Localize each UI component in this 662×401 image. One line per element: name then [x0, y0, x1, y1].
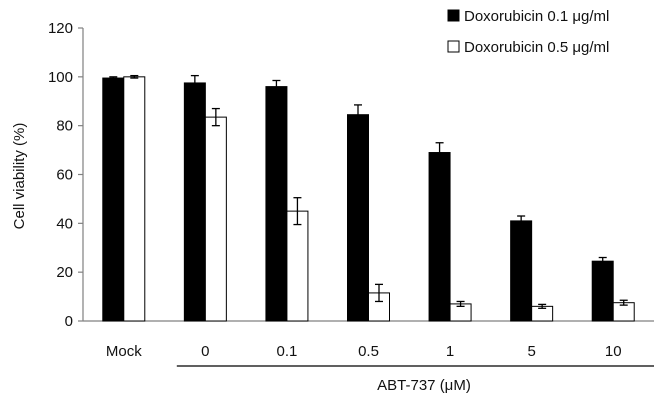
y-tick-label: 0 [65, 313, 73, 330]
y-tick-label: 80 [56, 118, 73, 135]
bar [286, 210, 309, 322]
bar [591, 260, 614, 322]
bar [510, 220, 533, 322]
x-tick-label: 0 [201, 343, 209, 360]
legend-label: Doxorubicin 0.5 μg/ml [464, 39, 609, 56]
x-tick-label: 1 [446, 343, 454, 360]
x-tick-label: Mock [106, 343, 142, 360]
x-tick-label: 5 [527, 343, 535, 360]
bar [102, 77, 125, 322]
legend-swatch [447, 40, 460, 53]
bars [102, 76, 635, 322]
y-axis: 0 20 40 60 80 100 120 [48, 20, 84, 330]
bar [204, 116, 227, 322]
x-axis: Mock 0 0.1 0.5 1 5 10 [83, 320, 654, 367]
legend-swatch [447, 9, 460, 22]
x-tick-label: 0.1 [276, 343, 297, 360]
y-tick-label: 100 [48, 69, 73, 86]
error-bars [109, 74, 628, 309]
x-tick-label: 0.5 [358, 343, 379, 360]
y-axis-title: Cell viability (%) [11, 123, 28, 230]
bar [428, 152, 451, 322]
y-tick-label: 20 [56, 264, 73, 281]
x-tick-label: 10 [605, 343, 622, 360]
bar [265, 86, 288, 322]
bar [183, 82, 206, 322]
y-tick-label: 60 [56, 167, 73, 184]
y-tick-label: 40 [56, 215, 73, 232]
bar [347, 114, 369, 322]
x-axis-title: ABT-737 (μM) [377, 377, 471, 394]
bar [123, 76, 146, 322]
y-tick-label: 120 [48, 20, 73, 37]
legend-label: Doxorubicin 0.1 μg/ml [464, 8, 609, 25]
legend: Doxorubicin 0.1 μg/ml Doxorubicin 0.5 μg/… [447, 8, 609, 56]
